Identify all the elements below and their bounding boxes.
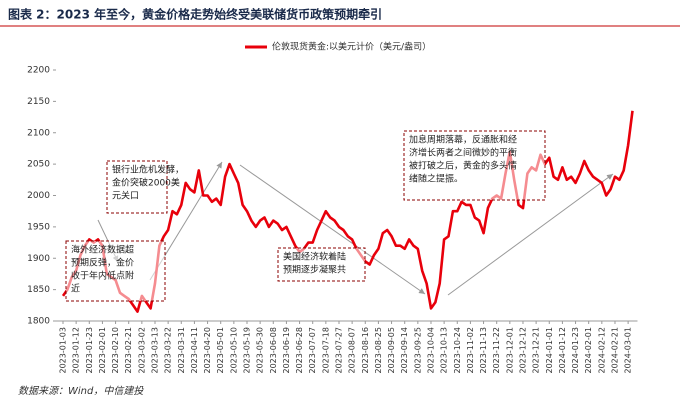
x-tick-label: 2023-02-10 [111,327,120,374]
x-tick-label: 2023-09-14 [400,327,409,374]
x-tick-label: 2023-02-01 [98,327,107,374]
x-tick-label: 2023-02-21 [124,327,133,374]
x-tick-label: 2023-09-05 [387,327,396,374]
x-tick-label: 2023-07-18 [321,327,330,374]
x-tick-label: 2024-01-12 [558,327,567,374]
x-tick-label: 2024-01-01 [545,327,554,374]
chart-title: 图表 2：2023 年至今，黄金价格走势始终受美联储货币政策预期牵引 [8,7,382,22]
x-tick-label: 2023-03-13 [150,327,159,374]
source-note: 数据来源：Wind，中信建投 [18,385,144,397]
x-tick-label: 2023-08-25 [374,327,383,374]
annotation-box [106,160,168,214]
annotation-text: 金价突破2000美 [112,177,180,189]
x-tick-label: 2023-01-12 [72,327,81,374]
x-tick-label: 2023-04-11 [190,327,199,374]
y-tick-label: 1950 [27,222,50,232]
x-tick-label: 2023-11-22 [492,327,501,374]
x-tick-label: 2023-03-31 [177,327,186,374]
x-tick-label: 2024-02-01 [584,327,593,374]
x-tick-label: 2023-10-13 [440,327,449,374]
annotation-text: 收于年内低点附 [71,270,134,282]
x-tick-label: 2023-12-12 [518,327,527,374]
x-tick-label: 2023-12-01 [505,327,514,374]
annotation-text: 加息周期落幕，反通胀和经 [409,134,517,146]
x-tick-label: 2024-03-01 [624,327,633,374]
x-tick-label: 2023-06-19 [282,327,291,374]
x-tick-label: 2023-04-20 [203,327,212,374]
x-tick-label: 2023-08-07 [348,327,357,374]
x-tick-label: 2023-07-27 [334,327,343,374]
annotation-box [277,247,366,282]
x-tick-label: 2023-06-28 [295,327,304,374]
x-tick-label: 2024-02-12 [597,327,606,374]
y-tick-label: 2150 [27,97,50,107]
x-tick-label: 2023-03-02 [137,327,146,374]
annotation-text: 近 [71,283,80,295]
y-tick-label: 2100 [27,128,50,138]
annotation-text: 银行业危机发酵， [112,164,184,176]
y-tick-label: 1850 [27,285,50,295]
annotation-text: 元关口 [112,190,139,202]
annotation-text: 绪随之提振。 [409,173,463,185]
x-tick-label: 2023-01-03 [59,327,68,374]
y-tick-label: 1800 [27,317,50,327]
annotation-box [65,240,166,302]
x-tick-label: 2023-12-21 [532,327,541,374]
y-tick-label: 2200 [27,66,50,76]
x-tick-label: 2023-10-04 [426,327,435,374]
annotation-box [403,130,546,201]
x-tick-label: 2023-01-23 [85,327,94,374]
x-tick-label: 2023-05-30 [256,327,265,374]
y-tick-label: 1900 [27,254,50,264]
annotation-text: 济增长两者之间微妙的平衡 [409,147,517,159]
y-tick-label: 2050 [27,160,50,170]
x-tick-label: 2023-09-25 [413,327,422,374]
x-tick-label: 2024-02-21 [610,327,619,374]
x-tick-label: 2023-10-24 [453,327,462,374]
x-tick-label: 2024-01-23 [571,327,580,374]
y-tick-label: 2000 [27,191,50,201]
x-tick-label: 2023-11-02 [466,327,475,374]
annotation-text: 预期反弹，金价 [71,257,134,269]
annotation-text: 预期逐步凝聚共 [283,265,346,276]
x-tick-label: 2023-06-08 [269,327,278,374]
x-tick-label: 2023-05-19 [242,327,251,374]
annotation-text: 美国经济软着陆 [283,251,346,263]
x-tick-label: 2023-05-10 [229,327,238,374]
x-tick-label: 2023-08-16 [361,327,370,374]
legend-label: 伦敦现货黄金:以美元计价（美元/盎司） [272,41,431,53]
x-tick-label: 2023-11-13 [479,327,488,374]
x-tick-label: 2023-05-01 [216,327,225,374]
annotation-text: 海外经济数据超 [71,244,134,256]
x-tick-label: 2023-07-07 [308,327,317,374]
x-tick-label: 2023-03-22 [164,327,173,374]
annotation-text: 被打破之后，黄金的多头情 [409,160,517,172]
